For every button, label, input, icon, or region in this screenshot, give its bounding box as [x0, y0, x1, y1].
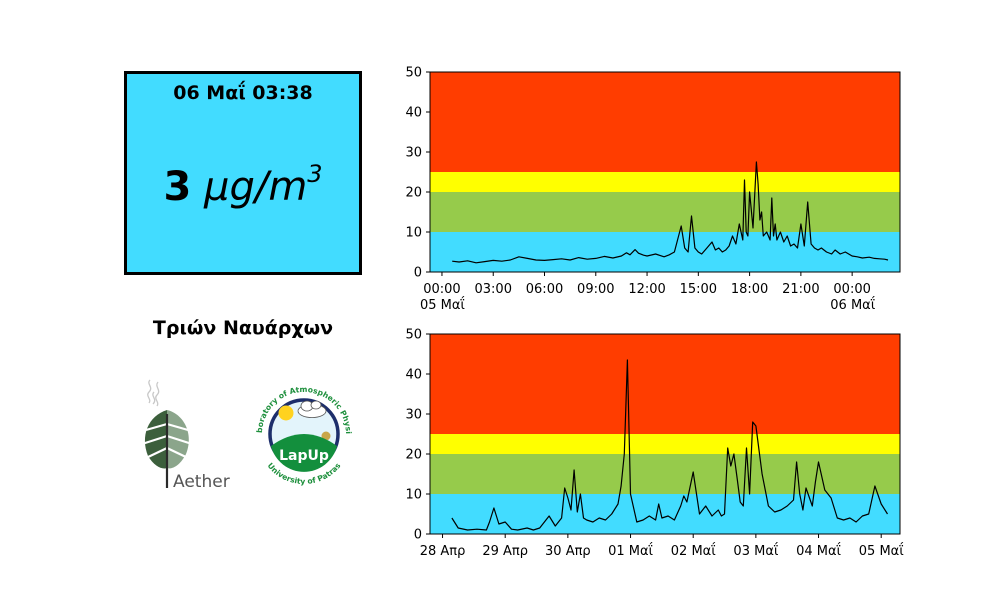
x-tick-label: 05 Μαΐ: [859, 543, 904, 559]
y-tick-label: 10: [405, 488, 422, 503]
reading-value-line: 3 μg/m3: [127, 150, 359, 211]
x-tick-label: 15:00: [680, 282, 717, 297]
x-tick-label: 29 Απρ: [482, 544, 528, 559]
band-25-50: [430, 72, 900, 172]
band-0-10: [430, 232, 900, 272]
band-25-50: [430, 334, 900, 434]
band-10-20: [430, 454, 900, 494]
x-tick-label: 04 Μαΐ: [796, 543, 841, 559]
lapup-badge-text: LapUp: [279, 448, 329, 464]
plot-frame: [429, 71, 901, 273]
x-tick-label: 03:00: [475, 282, 512, 297]
x-tick-date-label: 05 Μαΐ: [420, 297, 465, 313]
station-name: Τριών Ναυάρχων: [152, 317, 334, 339]
y-tick-label: 20: [405, 448, 422, 463]
aether-logo: Aether: [141, 379, 230, 490]
band-0-10: [430, 494, 900, 534]
plot-frame: [429, 333, 901, 535]
chart-weekly: 0 10 20 30 40 50 28 Απρ 29 Απρ 30 Απρ 01 Μαΐ 02 Μα…: [405, 328, 904, 560]
x-tick-label: 02 Μαΐ: [671, 543, 716, 559]
y-tick-label: 0: [414, 266, 422, 281]
y-tick-label: 30: [405, 408, 422, 423]
y-tick-label: 40: [405, 368, 422, 383]
x-tick-label: 01 Μαΐ: [608, 543, 653, 559]
y-tick-label: 20: [405, 186, 422, 201]
x-tick-label: 28 Απρ: [420, 544, 466, 559]
monstera-leaf-icon: [141, 410, 193, 488]
x-tick-label: 06:00: [526, 282, 563, 297]
reading-timestamp: 06 Μαΐ 03:38: [173, 82, 313, 104]
x-tick-label: 12:00: [628, 282, 665, 297]
cloud-icon: [297, 400, 327, 418]
sheep-icon: [321, 431, 331, 441]
x-tick-label: 03 Μαΐ: [733, 543, 778, 559]
y-tick-label: 10: [405, 226, 422, 241]
band-20-25: [430, 434, 900, 454]
y-tick-label: 40: [405, 106, 422, 121]
band-10-20: [430, 192, 900, 232]
x-tick-label: 00:00: [423, 282, 460, 297]
steam-icon: [147, 379, 160, 407]
x-tick-label: 00:00: [833, 282, 870, 297]
hill-icon: [271, 434, 337, 472]
reading-unit: μg/m3: [204, 160, 323, 210]
aether-wordmark: Aether: [173, 472, 230, 490]
x-tick-label: 09:00: [577, 282, 614, 297]
y-tick-label: 0: [414, 528, 422, 543]
y-tick-label: 50: [405, 328, 422, 343]
reading-value: 3: [163, 164, 192, 210]
sun-icon: [278, 405, 294, 421]
x-tick-label: 21:00: [782, 282, 819, 297]
reading-unit-base: μg/m: [204, 164, 308, 210]
band-20-25: [430, 172, 900, 192]
reading-unit-exponent: 3: [307, 160, 323, 188]
y-tick-label: 30: [405, 146, 422, 161]
lapup-logo: LapUp Laboratory of Atmospheric Physics …: [246, 376, 359, 489]
current-reading-panel: 06 Μαΐ 03:38 3 μg/m3: [124, 71, 362, 275]
y-tick-label: 50: [405, 66, 422, 81]
series-line-1: [451, 359, 889, 531]
x-tick-date-label: 06 Μαΐ: [830, 297, 875, 313]
x-tick-label: 30 Απρ: [545, 544, 591, 559]
series-line-0: [452, 161, 889, 264]
x-tick-label: 18:00: [731, 282, 768, 297]
